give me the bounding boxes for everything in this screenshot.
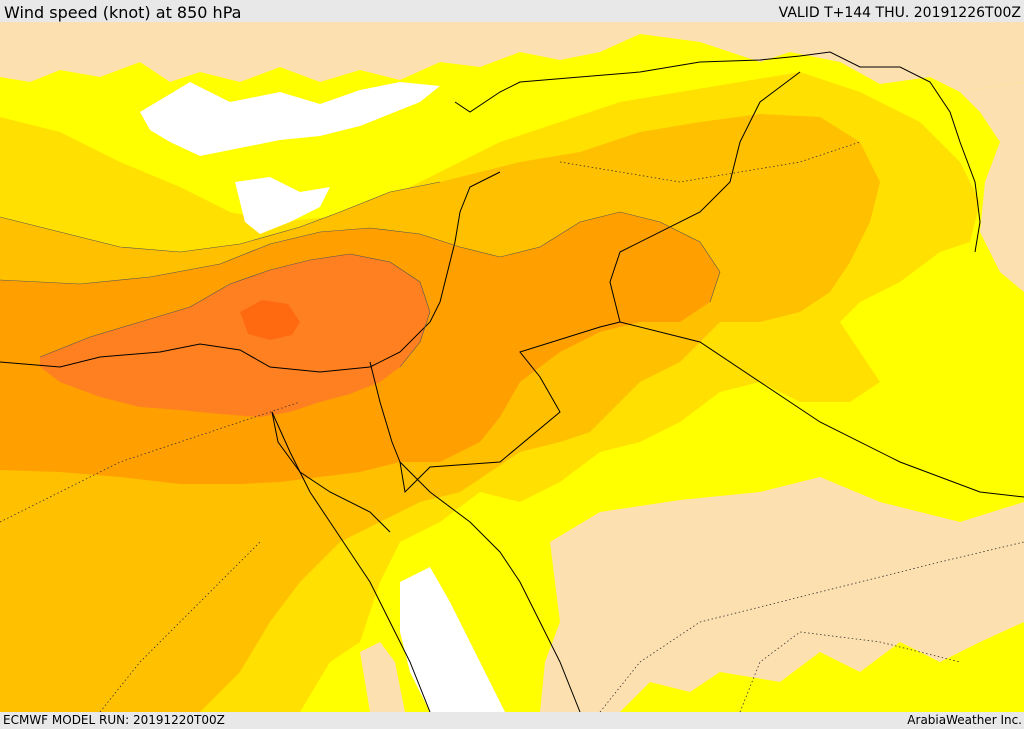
calm-area-north bbox=[0, 22, 1024, 92]
coastline-borders bbox=[0, 51, 1024, 712]
valid-time: VALID T+144 THU. 20191226T00Z bbox=[778, 5, 1021, 21]
calm-area-east bbox=[960, 82, 1024, 292]
admin-boundaries bbox=[0, 141, 1024, 712]
footer-bar: ECMWF MODEL RUN: 20191220T00Z ArabiaWeat… bbox=[0, 712, 1024, 729]
isotach-contours bbox=[0, 181, 721, 368]
header-bar: Wind speed (knot) at 850 hPa VALID T+144… bbox=[0, 0, 1024, 22]
no-data-area-north bbox=[140, 82, 440, 156]
no-data-area-red-sea bbox=[400, 567, 505, 712]
severe-wind-band bbox=[40, 254, 430, 417]
wind-speed-map bbox=[0, 22, 1024, 712]
model-run-label: ECMWF MODEL RUN: 20191220T00Z bbox=[3, 713, 225, 727]
calm-patch-south-west bbox=[360, 642, 405, 712]
calm-area-south bbox=[540, 477, 1024, 712]
max-wind-core bbox=[240, 300, 300, 340]
map-title: Wind speed (knot) at 850 hPa bbox=[4, 3, 242, 22]
no-data-area-cyprus bbox=[235, 177, 330, 234]
credit-label: ArabiaWeather Inc. bbox=[907, 713, 1022, 727]
map-canvas bbox=[0, 22, 1024, 712]
